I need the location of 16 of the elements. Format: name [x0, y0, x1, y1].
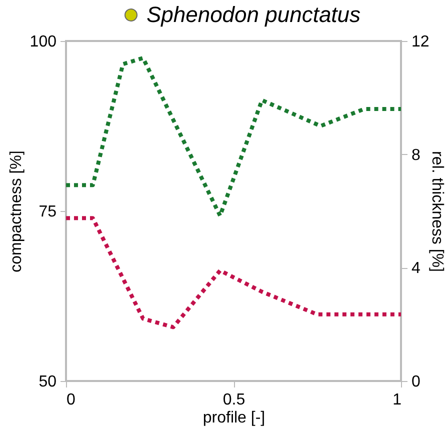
line-series — [64, 56, 403, 218]
y2-axis-title: rel. thickness [%] — [428, 151, 445, 272]
chart-title: Sphenodon punctatus — [146, 2, 361, 28]
line-series — [64, 216, 403, 330]
y-axis-title: compactness [%] — [8, 150, 25, 272]
y2-tick-label: 12 — [412, 34, 430, 50]
y-tick-label: 100 — [30, 34, 57, 50]
y2-tick-label: 4 — [412, 260, 420, 278]
x-tick-label: 0.5 — [222, 392, 246, 408]
x-tick-label: 1 — [392, 392, 402, 408]
y-tick-label: 75 — [38, 204, 57, 220]
y2-tick-label: 8 — [412, 146, 420, 164]
y-tick-label: 50 — [38, 374, 57, 390]
y2-tick-label: 0 — [412, 374, 420, 390]
x-tick-label: 0 — [66, 392, 76, 408]
x-axis-title: profile [-] — [202, 410, 266, 426]
